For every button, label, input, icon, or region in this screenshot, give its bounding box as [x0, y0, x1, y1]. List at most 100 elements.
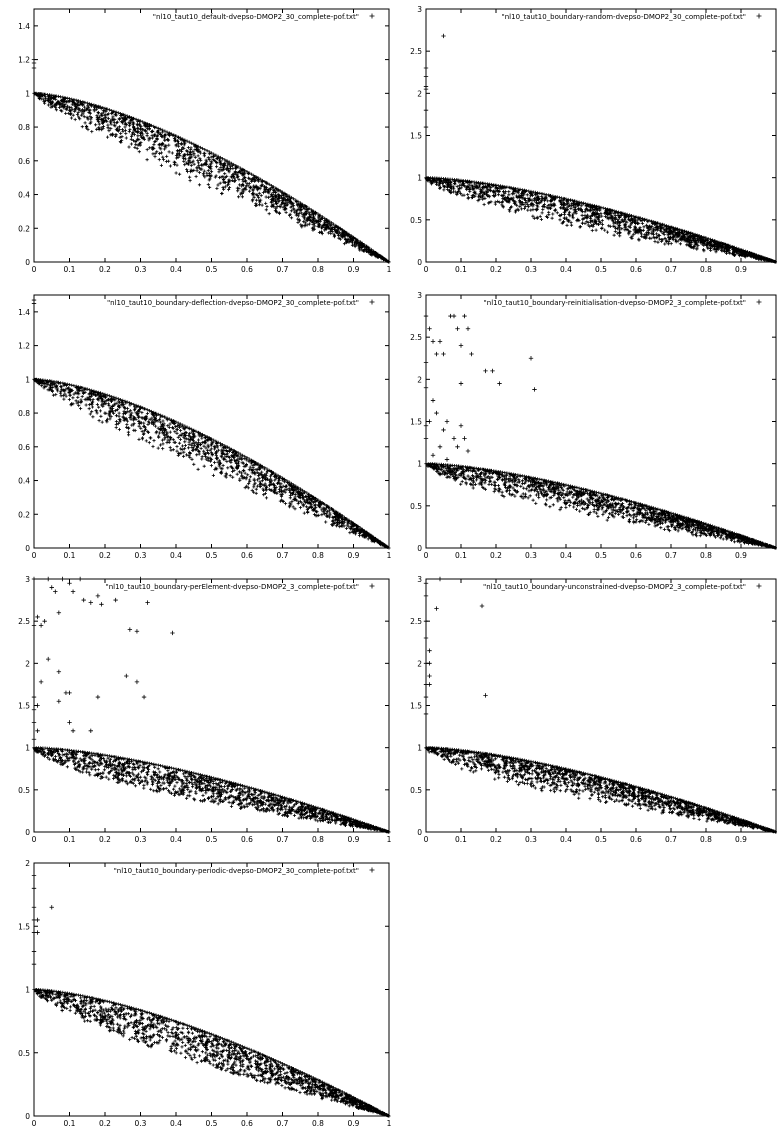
x-tick-label: 0.6: [241, 265, 253, 274]
y-tick-label: 0: [25, 1112, 30, 1121]
x-tick-label: 0.8: [312, 265, 324, 274]
outlier-point: [430, 398, 436, 403]
outlier-point: [437, 576, 443, 582]
outlier-point: [462, 313, 467, 319]
y-tick-label: 1.2: [18, 56, 30, 65]
outlier-point: [31, 737, 37, 742]
outlier-point: [490, 368, 495, 374]
outlier-point: [455, 326, 460, 331]
outlier-point: [77, 576, 83, 582]
outlier-point: [56, 699, 62, 704]
x-tick-label: 0.2: [99, 835, 111, 844]
chart-panel-3: 0 0.1 0.2 0.3 0.4 0.5 0.6 0.7 0.8 0.9 1 0 0.2 0.4 0.6 0…: [4, 290, 396, 562]
x-tick-label: 0: [424, 551, 429, 560]
x-tick-label: 0.7: [277, 1119, 289, 1128]
legend-label: "nl10_taut10_boundary-perElement-dvepso-…: [106, 583, 360, 591]
outlier-point: [423, 385, 429, 390]
outlier-point: [423, 124, 429, 130]
y-tick-label: 2.5: [18, 617, 30, 626]
x-tick-label: 0.5: [206, 1119, 218, 1128]
outlier-point: [49, 905, 54, 910]
x-tick-label: 0.4: [560, 265, 572, 274]
data-points: [31, 576, 391, 834]
x-tick-label: 0.5: [595, 835, 607, 844]
outlier-point: [423, 313, 429, 319]
legend-marker: [369, 583, 375, 589]
outlier-point: [49, 585, 54, 590]
x-tick-label: 0.3: [135, 1119, 147, 1128]
x-tick-label: 0.8: [312, 835, 324, 844]
chart-panel-1: 0 0.1 0.2 0.3 0.4 0.5 0.6 0.7 0.8 0.9 1 0 0.2 0.4 0.6 0…: [4, 4, 396, 276]
x-tick-label: 0.4: [170, 265, 182, 274]
x-tick-label: 0.6: [241, 835, 253, 844]
outlier-point: [35, 930, 40, 935]
scatter-plot-2: 0 0.1 0.2 0.3 0.4 0.5 0.6 0.7 0.8 0.9 0 0.5 1 1.5 2 2.5…: [410, 5, 777, 274]
x-tick-label: 0.7: [277, 835, 289, 844]
y-tick-label: 0: [417, 258, 422, 267]
outlier-point: [423, 65, 429, 71]
y-tick-label: 1.2: [18, 342, 30, 351]
plot-frame: [33, 578, 390, 833]
pareto-front-points: [32, 91, 391, 264]
outlier-point: [67, 581, 72, 586]
outlier-point: [483, 693, 488, 698]
x-tick-label: 0.3: [525, 265, 537, 274]
plot-frame: [425, 578, 777, 833]
legend-marker: [756, 583, 762, 589]
y-tick-label: 3: [417, 291, 422, 300]
data-points: [31, 873, 391, 1118]
chart-panel-7: 0 0.1 0.2 0.3 0.4 0.5 0.6 0.7 0.8 0.9 1 0 0.5 1 1.5 2 "n…: [4, 858, 396, 1128]
outlier-point: [423, 84, 429, 89]
x-tick-label: 0.9: [735, 551, 747, 560]
outlier-point: [31, 707, 37, 712]
x-tick-label: 0.8: [700, 835, 712, 844]
y-tick-label: 0.4: [18, 191, 30, 200]
legend-label: "nl10_taut10_boundary-deflection-dvepso-…: [107, 299, 359, 307]
plot-frame: [425, 294, 777, 549]
x-tick-label: 0: [32, 265, 37, 274]
pareto-front-points: [424, 746, 777, 834]
y-tick-label: 0.8: [18, 123, 30, 132]
outlier-point: [56, 669, 62, 674]
legend-label: "nl10_taut10_default-dvepso-DMOP2_30_com…: [153, 13, 359, 21]
outlier-point: [42, 618, 47, 624]
data-points: [423, 33, 777, 264]
outlier-point: [451, 313, 457, 319]
x-tick-label: 0.4: [560, 551, 572, 560]
outlier-point: [444, 457, 450, 462]
outlier-point: [31, 694, 37, 700]
outlier-point: [455, 444, 460, 449]
legend-marker: [369, 13, 375, 19]
pareto-front-points: [32, 987, 391, 1118]
chart-panel-6: 0 0.1 0.2 0.3 0.4 0.5 0.6 0.7 0.8 0.9 0 0.5 1 1.5 2 2.5…: [396, 574, 777, 846]
data-points: [31, 297, 391, 550]
x-tick-label: 0.6: [630, 265, 642, 274]
x-tick-label: 0.1: [64, 1119, 76, 1128]
y-tick-label: 1.4: [18, 308, 30, 317]
outlier-point: [127, 627, 133, 632]
outlier-point: [95, 593, 101, 599]
x-tick-label: 0.3: [135, 551, 147, 560]
outlier-point: [437, 339, 443, 344]
x-tick-label: 0.3: [525, 551, 537, 560]
x-tick-label: 0.9: [348, 551, 360, 560]
y-tick-label: 0: [25, 544, 30, 553]
x-tick-label: 0.4: [560, 835, 572, 844]
x-tick-label: 0: [32, 1119, 37, 1128]
y-tick-label: 0.5: [410, 216, 422, 225]
x-tick-label: 0.7: [665, 265, 677, 274]
legend-marker: [369, 867, 375, 873]
outlier-point: [483, 368, 488, 374]
outlier-point: [38, 623, 44, 628]
outlier-point: [465, 326, 471, 331]
outlier-point: [46, 656, 51, 662]
x-tick-label: 0.9: [348, 1119, 360, 1128]
outlier-point: [70, 728, 76, 733]
outlier-point: [444, 419, 450, 424]
outlier-point: [497, 381, 502, 386]
y-tick-label: 1.5: [18, 702, 30, 711]
outlier-point: [145, 600, 150, 605]
outlier-point: [70, 589, 76, 594]
y-tick-label: 0.5: [18, 786, 30, 795]
y-tick-label: 0.2: [18, 510, 30, 519]
